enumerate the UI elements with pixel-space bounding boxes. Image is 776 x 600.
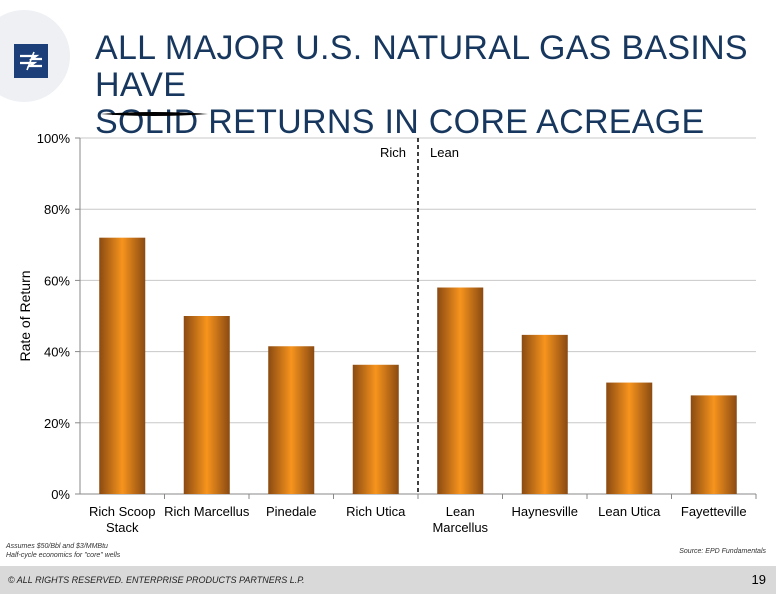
x-tick-label: Fayetteville (681, 504, 747, 519)
footer-bar: © ALL RIGHTS RESERVED. ENTERPRISE PRODUC… (0, 566, 776, 594)
lean-label: Lean (430, 145, 459, 160)
copyright-text: © ALL RIGHTS RESERVED. ENTERPRISE PRODUC… (8, 575, 305, 585)
title-line-2: SOLID RETURNS IN CORE ACREAGE (95, 103, 705, 141)
bar (268, 346, 315, 494)
y-tick-label: 40% (44, 345, 70, 360)
logo-mark-icon (20, 51, 42, 71)
y-tick-label: 100% (37, 131, 71, 146)
rich-label: Rich (380, 145, 406, 160)
y-tick-label: 60% (44, 273, 70, 288)
x-tick-label: Rich Utica (346, 504, 406, 519)
bar (606, 382, 653, 494)
y-axis-title: Rate of Return (17, 270, 33, 361)
bar (99, 237, 146, 494)
bar (183, 316, 230, 494)
bar (690, 395, 737, 494)
bar (437, 287, 484, 494)
title-line-1: ALL MAJOR U.S. NATURAL GAS BASINS HAVE (95, 29, 748, 104)
bar (352, 364, 399, 494)
bar (521, 334, 568, 494)
company-logo (14, 44, 48, 78)
x-tick-label: Stack (106, 520, 139, 535)
page-number: 19 (751, 572, 766, 587)
x-tick-label: Haynesville (512, 504, 578, 519)
title-underline (100, 112, 208, 116)
x-tick-label: Marcellus (432, 520, 488, 535)
y-tick-label: 0% (51, 487, 70, 502)
x-tick-label: Pinedale (266, 504, 317, 519)
y-tick-label: 80% (44, 202, 70, 217)
footnote-economics: Half-cycle economics for "core" wells (6, 552, 121, 559)
x-tick-label: Lean Utica (598, 504, 661, 519)
x-tick-label: Rich Scoop (89, 504, 155, 519)
footnote-assumptions: Assumes $50/Bbl and $3/MMBtu (6, 543, 108, 550)
source-note: Source: EPD Fundamentals (679, 548, 766, 555)
x-tick-label: Lean (446, 504, 475, 519)
y-tick-label: 20% (44, 416, 70, 431)
x-tick-label: Rich Marcellus (164, 504, 250, 519)
slide-title: ALL MAJOR U.S. NATURAL GAS BASINS HAVE S… (95, 30, 765, 141)
